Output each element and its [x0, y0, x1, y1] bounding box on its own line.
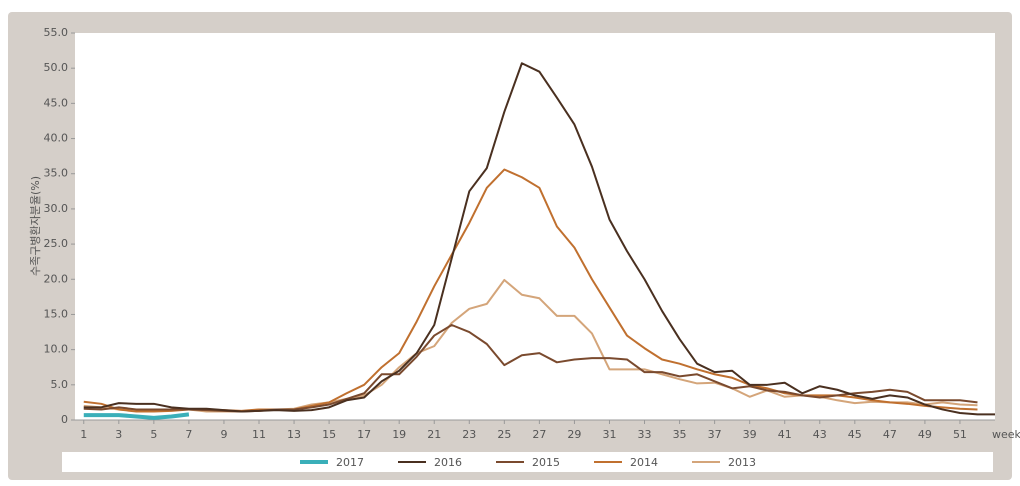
x-tick-label: 45 — [848, 428, 862, 441]
x-tick-label: 49 — [918, 428, 932, 441]
series-line — [83, 412, 190, 420]
legend-box — [62, 452, 993, 472]
x-axis-label: week — [992, 428, 1020, 441]
x-tick-label: 27 — [532, 428, 546, 441]
x-tick-label: 11 — [252, 428, 266, 441]
x-tick-label: 41 — [778, 428, 792, 441]
x-tick-label: 43 — [813, 428, 827, 441]
legend-label: 2014 — [630, 456, 658, 469]
legend-label: 2015 — [532, 456, 560, 469]
series-line — [83, 62, 995, 416]
x-tick-label: 7 — [185, 428, 192, 441]
x-tick-label: 47 — [883, 428, 897, 441]
x-tick-label: 1 — [80, 428, 87, 441]
y-tick-label: 50.0 — [44, 61, 69, 74]
x-tick-label: 51 — [953, 428, 967, 441]
x-tick-label: 5 — [150, 428, 157, 441]
y-tick-label: 45.0 — [44, 96, 69, 109]
y-tick-label: 5.0 — [51, 378, 69, 391]
legend-label: 2016 — [434, 456, 462, 469]
x-tick-label: 33 — [638, 428, 652, 441]
y-tick-label: 20.0 — [44, 272, 69, 285]
x-tick-label: 3 — [115, 428, 122, 441]
legend-label: 2013 — [728, 456, 756, 469]
x-tick-label: 15 — [322, 428, 336, 441]
x-tick-label: 37 — [708, 428, 722, 441]
y-tick-label: 55.0 — [44, 26, 69, 39]
y-tick-label: 15.0 — [44, 307, 69, 320]
y-tick-label: 30.0 — [44, 202, 69, 215]
y-tick-label: 40.0 — [44, 132, 69, 145]
y-tick-label: 10.0 — [44, 343, 69, 356]
x-tick-label: 35 — [673, 428, 687, 441]
plot-area — [75, 33, 995, 420]
x-tick-label: 25 — [497, 428, 511, 441]
x-tick-label: 17 — [357, 428, 371, 441]
y-tick-label: 25.0 — [44, 237, 69, 250]
x-tick-label: 21 — [427, 428, 441, 441]
x-tick-label: 13 — [287, 428, 301, 441]
y-tick-label: 0 — [61, 413, 68, 426]
x-tick-label: 23 — [462, 428, 476, 441]
x-tick-label: 19 — [392, 428, 406, 441]
y-axis-label: 수족구병환자분율(%) — [29, 176, 42, 276]
y-tick-label: 35.0 — [44, 167, 69, 180]
x-tick-label: 39 — [743, 428, 757, 441]
x-tick-label: 31 — [602, 428, 616, 441]
legend-label: 2017 — [336, 456, 364, 469]
x-tick-label: 29 — [567, 428, 581, 441]
x-tick-label: 9 — [220, 428, 227, 441]
